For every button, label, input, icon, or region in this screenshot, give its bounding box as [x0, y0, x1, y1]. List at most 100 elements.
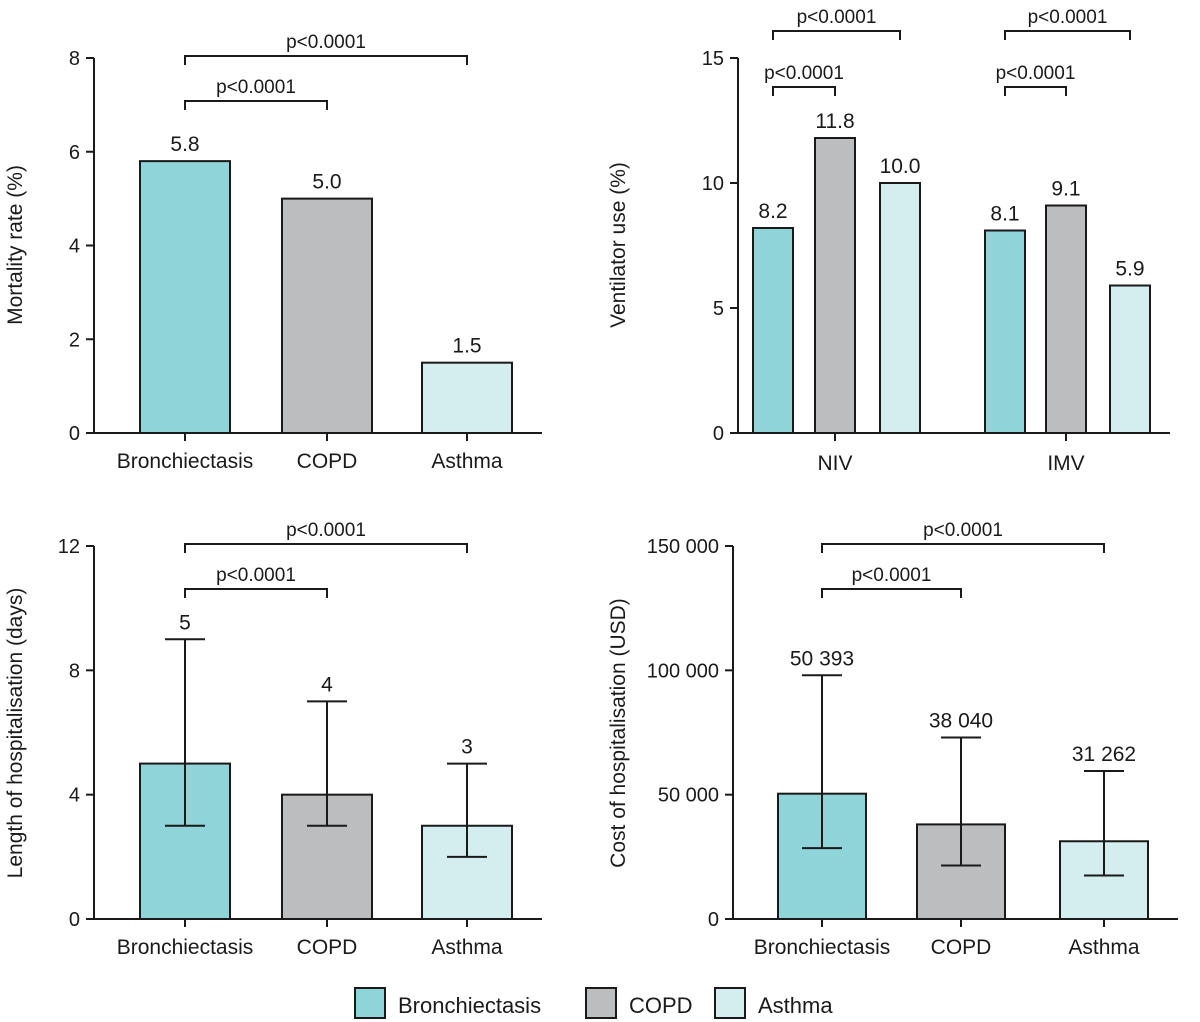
significance-label: p<0.0001: [797, 7, 877, 28]
significance-label: p<0.0001: [996, 63, 1076, 84]
bar-imv-bronchiectasis: [984, 229, 1026, 434]
y-tick-label: 0: [69, 423, 80, 445]
significance-bracket-line: [184, 588, 328, 598]
y-tick-label: 12: [58, 536, 80, 558]
y-tick-label: 0: [713, 423, 724, 445]
significance-bracket-line: [184, 100, 328, 110]
value-label-bronchiectasis: 5: [179, 611, 191, 634]
y-tick-label: 4: [69, 236, 80, 258]
y-tick-label: 4: [69, 785, 80, 807]
x-tick-label: Asthma: [431, 936, 503, 959]
y-tick-label: 0: [708, 909, 719, 931]
value-label-asthma: 31 262: [1072, 743, 1136, 766]
significance-label: p<0.0001: [286, 32, 366, 53]
legend: Bronchiectasis COPD Asthma: [354, 987, 833, 1019]
y-tick-label: 0: [69, 909, 80, 931]
value-label-imv-asthma: 5.9: [1115, 258, 1144, 281]
significance-bracket-1: p<0.0001: [184, 565, 328, 598]
significance-bracket-line: [1004, 86, 1067, 96]
legend-item-asthma: Asthma: [714, 987, 833, 1019]
legend-label: Asthma: [758, 993, 833, 1018]
x-tick-label: COPD: [931, 936, 992, 959]
significance-bracket-line: [184, 55, 468, 65]
y-axis-label: Length of hospitalisation (days): [4, 588, 27, 879]
x-tick-label: Bronchiectasis: [754, 936, 891, 959]
value-label-copd: 5.0: [312, 171, 341, 194]
significance-bracket-line: [821, 543, 1105, 553]
significance-bracket-4: p<0.0001: [1004, 7, 1131, 40]
panel-mortality: 0 2 4 6 8 Mortality rate (%) Bronchiectasis 5.8…: [4, 32, 542, 473]
significance-label: p<0.0001: [764, 63, 844, 84]
value-label-niv-bronchiectasis: 8.2: [758, 200, 787, 223]
significance-bracket-2: p<0.0001: [772, 7, 901, 40]
error-bar-asthma: [1084, 770, 1124, 877]
bar-niv-copd: [814, 137, 856, 434]
significance-bracket-1: p<0.0001: [764, 63, 844, 96]
y-tick-label: 6: [69, 142, 80, 164]
x-tick-label: COPD: [297, 450, 358, 473]
y-tick-label: 2: [69, 329, 80, 351]
error-bar-bronchiectasis: [165, 638, 205, 827]
legend-swatch: [585, 987, 617, 1019]
x-tick-label: Asthma: [431, 450, 503, 473]
y-tick-label: 10: [702, 173, 724, 195]
error-bar-copd: [307, 700, 347, 827]
significance-bracket-line: [184, 543, 468, 553]
bar-bronchiectasis: [139, 160, 231, 434]
error-bar-asthma: [447, 762, 487, 858]
bar-niv-bronchiectasis: [752, 227, 794, 434]
significance-bracket-line: [1004, 30, 1131, 40]
value-label-copd: 38 040: [929, 709, 993, 732]
x-tick-label: IMV: [1047, 452, 1084, 475]
y-tick-label: 100 000: [647, 660, 719, 682]
y-tick-label: 150 000: [647, 536, 719, 558]
value-label-bronchiectasis: 50 393: [790, 647, 854, 670]
legend-label: COPD: [629, 993, 693, 1018]
significance-bracket-1: p<0.0001: [821, 565, 962, 598]
y-tick-label: 5: [713, 298, 724, 320]
value-label-bronchiectasis: 5.8: [170, 133, 199, 156]
value-label-imv-copd: 9.1: [1051, 178, 1080, 201]
x-tick-label: Asthma: [1068, 936, 1140, 959]
significance-bracket-1: p<0.0001: [184, 77, 328, 110]
significance-label: p<0.0001: [852, 565, 932, 586]
value-label-niv-copd: 11.8: [815, 110, 854, 133]
significance-label: p<0.0001: [216, 565, 296, 586]
panel-ventilator: 0 5 10 15 Ventilator use (%) NIV 8.2 11.8 10.0 IM…: [607, 7, 1170, 475]
panel-length: 0 4 8 12 Length of hospitalisation (days) Bro…: [4, 520, 542, 959]
value-label-copd: 4: [321, 673, 333, 696]
y-tick-label: 8: [69, 48, 80, 70]
significance-bracket-3: p<0.0001: [996, 63, 1076, 96]
bar-copd: [281, 197, 373, 434]
legend-item-copd: COPD: [585, 987, 693, 1019]
value-label-asthma: 1.5: [452, 335, 481, 358]
bar-imv-asthma: [1109, 284, 1151, 434]
y-tick-label: 50 000: [658, 785, 719, 807]
significance-bracket-2: p<0.0001: [184, 32, 468, 65]
y-tick-label: 8: [69, 660, 80, 682]
y-axis-label: Cost of hospitalisation (USD): [607, 598, 630, 868]
significance-bracket-2: p<0.0001: [821, 520, 1105, 553]
x-tick-label: Bronchiectasis: [117, 936, 254, 959]
x-tick-label: Bronchiectasis: [117, 450, 254, 473]
x-tick-label: COPD: [297, 936, 358, 959]
legend-swatch: [354, 987, 386, 1019]
legend-item-bronchiectasis: Bronchiectasis: [354, 987, 541, 1019]
x-tick-label: NIV: [817, 452, 852, 475]
error-bar-copd: [941, 736, 981, 867]
y-tick-label: 15: [702, 48, 724, 70]
error-bar-bronchiectasis: [802, 674, 842, 850]
significance-label: p<0.0001: [923, 520, 1003, 541]
significance-label: p<0.0001: [286, 520, 366, 541]
significance-bracket-line: [772, 30, 901, 40]
significance-bracket-line: [821, 588, 962, 598]
value-label-imv-bronchiectasis: 8.1: [990, 203, 1019, 226]
legend-label: Bronchiectasis: [398, 993, 541, 1018]
significance-bracket-2: p<0.0001: [184, 520, 468, 553]
bar-niv-asthma: [879, 182, 921, 434]
bar-asthma: [421, 361, 513, 434]
significance-label: p<0.0001: [216, 77, 296, 98]
panel-cost: 0 50 000 100 000 150 000 Cost of hospitalisa…: [607, 520, 1178, 959]
bar-imv-copd: [1045, 204, 1087, 434]
